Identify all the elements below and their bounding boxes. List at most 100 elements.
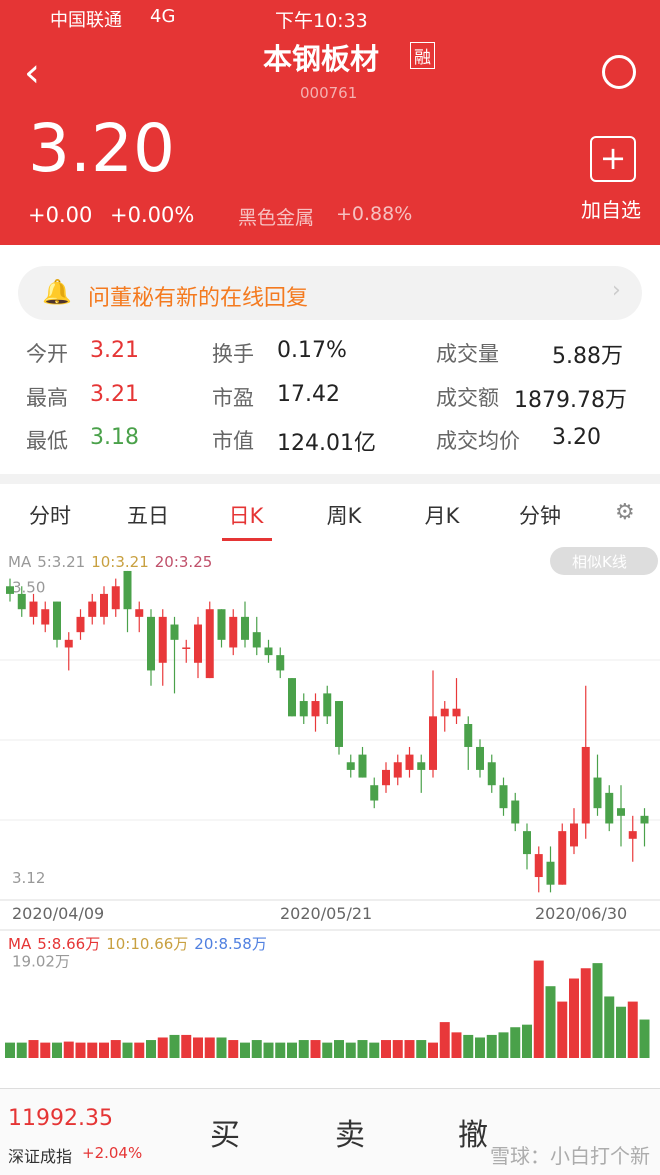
volume-bar <box>357 1040 368 1058</box>
header-bg <box>0 0 660 245</box>
tab[interactable]: 月K <box>424 504 460 528</box>
sector[interactable]: 黑色金属 <box>238 207 315 229</box>
volume-bar <box>110 1040 121 1058</box>
settings-button[interactable]: ⚙ <box>615 500 635 525</box>
stat-label: 成交均价 <box>436 429 520 453</box>
volume-bar <box>392 1040 403 1058</box>
volume-bar <box>40 1042 51 1058</box>
volume-bar <box>557 1001 568 1058</box>
buy-button[interactable]: 买 <box>210 1118 240 1153</box>
carrier: 中国联通 <box>50 10 122 31</box>
volume-bar <box>181 1034 192 1058</box>
legend-item: 5:3.21 <box>37 553 85 571</box>
volume-bar <box>510 1027 521 1058</box>
candle-body <box>534 854 543 878</box>
stat-value: 3.21 <box>90 338 139 363</box>
volume-bar <box>28 1040 39 1058</box>
candle-body <box>29 601 38 617</box>
volume-bar <box>486 1034 497 1058</box>
candle-body <box>605 792 614 824</box>
legend-item: 10:10.66万 <box>106 935 188 953</box>
volume-bar <box>345 1042 356 1058</box>
volume-bar <box>369 1042 380 1058</box>
banner-text: 问董秘有新的在线回复 <box>88 286 309 311</box>
volume-bar <box>298 1040 309 1058</box>
candle-body <box>417 762 426 770</box>
volume-bar <box>604 996 615 1058</box>
sell-button[interactable]: 卖 <box>335 1118 365 1153</box>
candle-body <box>476 746 484 770</box>
stat-label: 最低 <box>26 429 68 453</box>
tab[interactable]: 周K <box>326 504 362 528</box>
candle-body <box>147 616 155 671</box>
legend-item: 20:8.58万 <box>194 935 267 953</box>
volume-bar <box>463 1034 474 1058</box>
volume-bar <box>287 1042 297 1058</box>
candle-body <box>499 785 508 809</box>
legend-item: 5:8.66万 <box>37 935 100 953</box>
candle-body <box>382 769 390 786</box>
tab[interactable]: 五日 <box>127 504 169 528</box>
volume-bar <box>99 1042 109 1058</box>
candle-body <box>581 746 590 824</box>
banner[interactable] <box>18 266 642 320</box>
stat-value: 17.42 <box>277 382 340 407</box>
candle-body <box>276 655 285 671</box>
similar-button[interactable] <box>550 547 658 575</box>
candle-body <box>429 716 437 770</box>
add-button[interactable]: + <box>590 136 636 182</box>
volume-bar <box>475 1037 485 1058</box>
stat-value: 3.21 <box>90 382 139 407</box>
candle-body <box>546 861 555 885</box>
search-button[interactable] <box>602 55 636 89</box>
stat-label: 成交量 <box>436 342 499 366</box>
cancel-button[interactable]: 撤 <box>458 1118 488 1153</box>
candle-body <box>370 785 379 801</box>
index-pct: +2.04% <box>82 1144 143 1162</box>
stat-value: 1879.78万 <box>514 388 627 413</box>
volume-bar <box>498 1032 509 1058</box>
stat-value: 0.17% <box>277 338 347 363</box>
volume-bar <box>545 986 556 1058</box>
legend-item: MA <box>8 553 32 571</box>
stat-value: 3.20 <box>552 425 601 450</box>
bell-icon: 🔔 <box>42 278 72 306</box>
volume-bar <box>381 1040 391 1058</box>
volume-bar <box>146 1040 156 1058</box>
x-tick-label: 2020/04/09 <box>12 904 104 923</box>
legend-item: 20:3.25 <box>155 553 213 571</box>
candle-body <box>346 762 355 770</box>
tab[interactable]: 分时 <box>29 504 71 528</box>
x-tick-label: 2020/05/21 <box>280 904 372 923</box>
volume-bar <box>122 1042 133 1058</box>
candle-body <box>511 800 520 824</box>
footer <box>0 1088 660 1175</box>
candle-body <box>558 831 567 885</box>
stat-value: 5.88万 <box>552 344 623 369</box>
y-tick-label: 3.50 <box>12 578 45 596</box>
volume-bar <box>404 1040 415 1058</box>
volume-bar <box>416 1040 427 1058</box>
back-button[interactable]: ‹ <box>24 50 40 96</box>
candle-body <box>252 632 261 648</box>
volume-bar <box>627 1001 638 1058</box>
candle-body <box>593 777 602 809</box>
stat-label: 成交额 <box>436 386 499 410</box>
candle-body <box>88 601 97 617</box>
candle-body <box>170 624 179 640</box>
candle-body <box>135 609 144 617</box>
volume-bar <box>157 1037 168 1058</box>
tab[interactable]: 分钟 <box>519 504 561 528</box>
stat-label: 今开 <box>26 342 68 366</box>
candle-body <box>17 593 26 610</box>
change: +0.00 <box>28 203 93 227</box>
stock-name: 本钢板材 <box>263 42 380 76</box>
candle-body <box>393 762 402 778</box>
similar-label: 相似K线 <box>572 553 627 571</box>
volume-bar <box>522 1024 532 1058</box>
tab[interactable]: 日K <box>228 504 264 528</box>
candle-body <box>41 609 50 625</box>
candle-body <box>194 624 202 663</box>
candle-body <box>617 808 625 816</box>
